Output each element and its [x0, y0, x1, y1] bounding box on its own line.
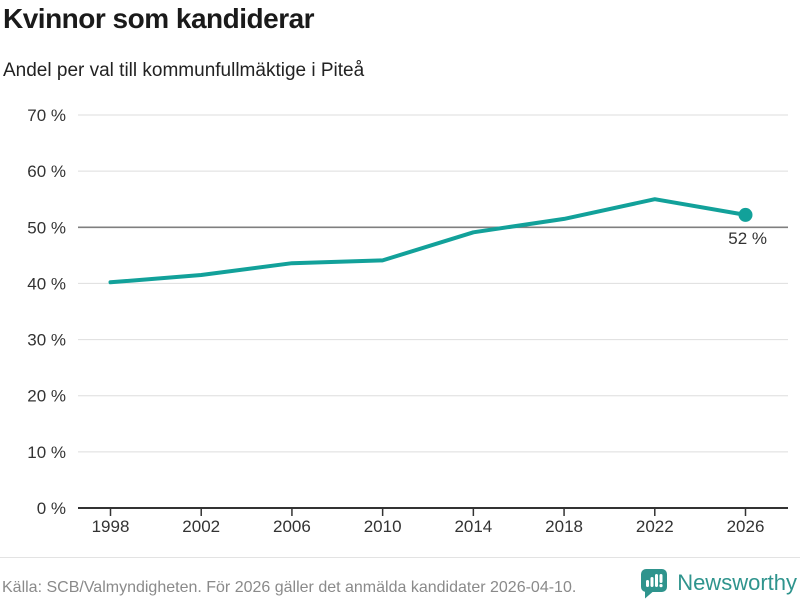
- x-tick-label: 2018: [545, 517, 583, 536]
- x-tick-label: 2026: [727, 517, 765, 536]
- x-tick-label: 2006: [273, 517, 311, 536]
- footer: Källa: SCB/Valmyndigheten. För 2026 gäll…: [0, 566, 800, 600]
- last-point-marker: [738, 207, 753, 222]
- newsworthy-bubble-chart-icon: [641, 568, 668, 598]
- line-chart: 0 % 10 % 20 % 30 % 40 % 50 % 60 % 70 % 1998 2002 2…: [27, 106, 788, 536]
- page-title: Kvinnor som kandiderar: [3, 3, 315, 34]
- y-tick-label: 40 %: [27, 274, 66, 293]
- x-tick-label: 2014: [454, 517, 492, 536]
- newsworthy-wordmark: Newsworthy: [677, 570, 797, 595]
- x-tick-label: 2002: [182, 517, 220, 536]
- y-tick-label: 30 %: [27, 331, 66, 350]
- x-tick-label: 2010: [364, 517, 402, 536]
- source-note: Källa: SCB/Valmyndigheten. För 2026 gäll…: [2, 579, 577, 596]
- x-tick-label: 2022: [636, 517, 674, 536]
- y-tick-label: 50 %: [27, 218, 66, 237]
- y-tick-label: 0 %: [37, 499, 66, 518]
- y-tick-label: 70 %: [27, 106, 66, 125]
- last-point-value-label: 52 %: [728, 229, 767, 248]
- page-subtitle: Andel per val till kommunfullmäktige i P…: [3, 60, 365, 81]
- newsworthy-logo: Newsworthy: [639, 566, 797, 600]
- data-line-series: [108, 197, 748, 285]
- footer-divider: [0, 557, 800, 558]
- x-tick-label: 1998: [92, 517, 130, 536]
- y-tick-label: 60 %: [27, 162, 66, 181]
- y-tick-label: 10 %: [27, 443, 66, 462]
- y-tick-label: 20 %: [27, 387, 66, 406]
